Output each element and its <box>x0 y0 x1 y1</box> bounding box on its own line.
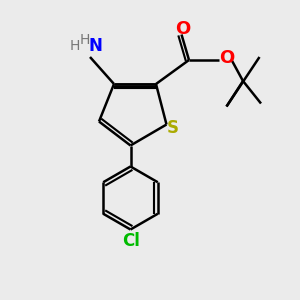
Text: N: N <box>88 37 102 55</box>
Text: O: O <box>176 20 190 38</box>
Text: Cl: Cl <box>122 232 140 250</box>
Text: H: H <box>69 39 80 53</box>
Text: O: O <box>219 50 234 68</box>
Text: H: H <box>80 34 90 47</box>
Text: S: S <box>167 119 179 137</box>
